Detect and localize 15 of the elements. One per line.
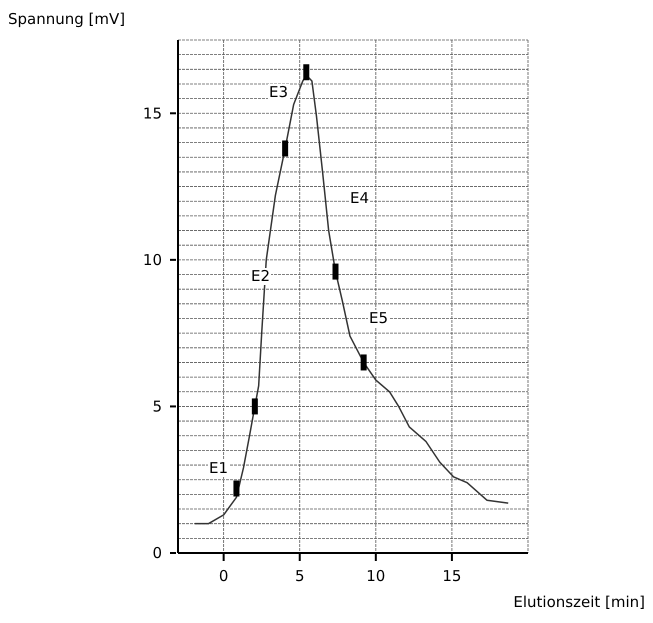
annotation: E1 xyxy=(208,459,230,477)
y-tick-label: 10 xyxy=(142,250,162,269)
x-tick-label: 5 xyxy=(294,567,305,585)
y-tick-label: 0 xyxy=(152,544,162,562)
y-tick-label: 15 xyxy=(142,104,162,122)
annotation: E2 xyxy=(250,267,272,285)
x-tick-label: 15 xyxy=(442,567,462,585)
annotation: E3 xyxy=(268,83,290,101)
x-tick-label: 0 xyxy=(218,567,228,585)
x-axis-title: Elutionszeit [min] xyxy=(513,593,645,611)
y-axis-title: Spannung [mV] xyxy=(8,10,126,28)
annotation: E4 xyxy=(349,189,370,207)
x-tick-label: 10 xyxy=(366,567,386,585)
y-tick-label: 5 xyxy=(152,397,162,416)
annotation: E5 xyxy=(368,309,390,327)
